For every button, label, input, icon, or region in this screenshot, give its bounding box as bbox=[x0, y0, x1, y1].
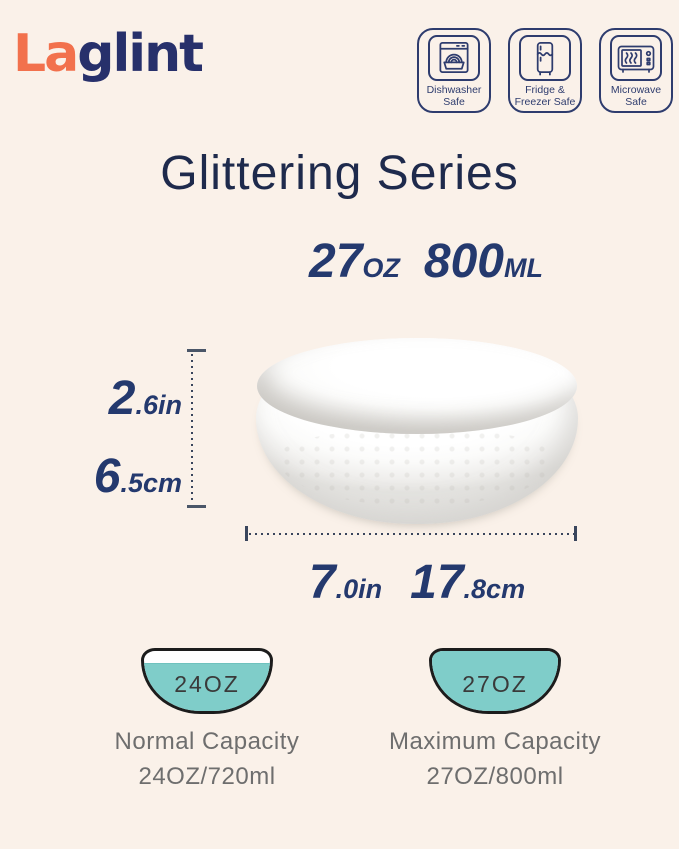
series-title: Glittering Series bbox=[160, 147, 519, 200]
maximum-capacity-bowl-icon: 27OZ bbox=[429, 648, 561, 714]
capacity-headline: 27OZ 800ML bbox=[309, 234, 543, 289]
width-cm-unit: .8cm bbox=[463, 574, 526, 604]
maximum-capacity-amount: 27OZ bbox=[462, 671, 528, 697]
normal-capacity-bowl-icon: 24OZ bbox=[141, 648, 273, 714]
width-inch-unit: .0in bbox=[335, 574, 383, 604]
height-dimension-cap-bottom bbox=[187, 505, 206, 508]
height-cm-value: 6 bbox=[93, 450, 121, 503]
normal-capacity-fill bbox=[144, 663, 270, 711]
height-inch-value: 2 bbox=[108, 372, 136, 425]
height-dimension-labels: 2.6in 6.5cm bbox=[18, 370, 182, 517]
badge-label-line2: Safe bbox=[625, 95, 647, 108]
badge-icon-frame bbox=[610, 35, 662, 81]
width-dimension-tick-right bbox=[574, 526, 577, 541]
maximum-capacity-label: Maximum Capacity bbox=[388, 728, 602, 755]
brand-logo-suffix: glint bbox=[77, 24, 204, 84]
badge-microwave-safe: Microwave Safe bbox=[599, 28, 673, 113]
headline-ml-unit: ML bbox=[504, 253, 543, 283]
badge-label: Fridge & Freezer Safe bbox=[514, 84, 576, 109]
fridge-icon bbox=[536, 41, 554, 75]
headline-oz-unit: OZ bbox=[362, 253, 400, 283]
normal-capacity-amount: 24OZ bbox=[174, 671, 240, 697]
feature-badges: Dishwasher Safe Fridge & Freezer Safe bbox=[417, 28, 673, 113]
badge-label-line1: Microwave bbox=[610, 84, 662, 96]
badge-label-line1: Fridge & bbox=[525, 84, 565, 96]
brand-logo-prefix: La bbox=[13, 24, 79, 84]
height-inches: 2.6in bbox=[18, 370, 182, 439]
headline-oz-value: 27 bbox=[309, 235, 363, 288]
badge-fridge-freezer-safe: Fridge & Freezer Safe bbox=[508, 28, 582, 113]
normal-capacity-column: 24OZ Normal Capacity 24OZ/720ml bbox=[67, 648, 347, 791]
badge-label: Dishwasher Safe bbox=[426, 84, 482, 109]
width-dimension-labels: 7.0in 17.8cm bbox=[309, 554, 525, 623]
height-centimeters: 6.5cm bbox=[18, 448, 182, 517]
width-inch-value: 7 bbox=[308, 556, 336, 609]
badge-label-line1: Dishwasher bbox=[426, 84, 482, 96]
badge-label-line2: Freezer Safe bbox=[514, 95, 576, 108]
width-dimension-tick-left bbox=[245, 526, 248, 541]
maximum-capacity-fill bbox=[432, 651, 558, 711]
normal-capacity-detail: 24OZ/720ml bbox=[138, 763, 276, 790]
normal-capacity-label: Normal Capacity bbox=[114, 728, 300, 755]
badge-icon-frame bbox=[519, 35, 571, 81]
maximum-capacity-detail: 27OZ/800ml bbox=[426, 763, 564, 790]
product-bowl-photo bbox=[256, 338, 578, 524]
badge-label-line2: Safe bbox=[443, 95, 465, 108]
badge-icon-frame bbox=[428, 35, 480, 81]
width-dimension-line bbox=[249, 533, 574, 535]
height-dimension-line bbox=[191, 354, 193, 504]
dishwasher-icon bbox=[439, 41, 469, 73]
brand-logo: Laglint bbox=[13, 24, 204, 84]
height-dimension-cap-top bbox=[187, 349, 206, 352]
height-cm-unit: .5cm bbox=[120, 468, 182, 498]
microwave-icon bbox=[617, 45, 655, 73]
width-cm-value: 17 bbox=[410, 556, 464, 609]
headline-ml-value: 800 bbox=[423, 235, 504, 288]
badge-label: Microwave Safe bbox=[610, 84, 662, 109]
height-inch-unit: .6in bbox=[135, 390, 182, 420]
bowl-dimple-texture bbox=[280, 430, 554, 506]
maximum-capacity-column: 27OZ Maximum Capacity 27OZ/800ml bbox=[355, 648, 635, 791]
bowl-rim-interior bbox=[257, 338, 577, 434]
badge-dishwasher-safe: Dishwasher Safe bbox=[417, 28, 491, 113]
